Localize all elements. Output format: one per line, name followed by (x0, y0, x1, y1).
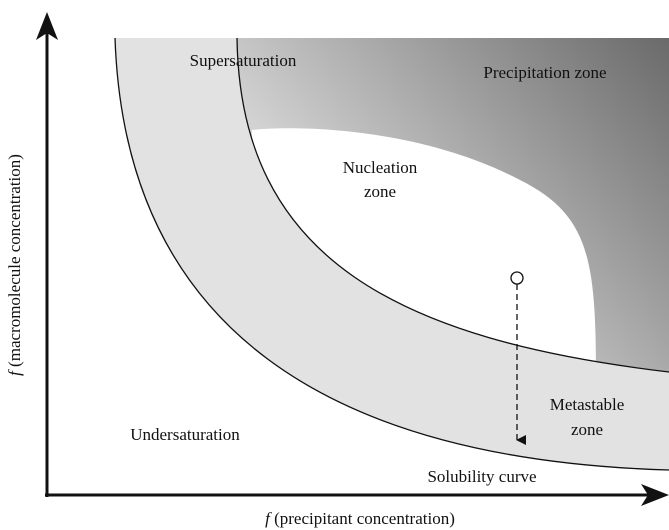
x-axis-label: f (precipitant concentration) (265, 509, 455, 528)
start-point (510, 271, 524, 285)
y-axis-text: (macromolecule concentration) (5, 154, 24, 367)
y-axis-symbol: f (5, 369, 24, 376)
undersaturation-label: Undersaturation (130, 425, 240, 444)
metastable-label: zone (571, 420, 603, 439)
nucleation-label: zone (364, 182, 396, 201)
metastable-label: Metastable (550, 395, 625, 414)
nucleation-label: Nucleation (343, 158, 418, 177)
y-axis-label: f (macromolecule concentration) (5, 154, 24, 376)
supersaturation-curve (236, 37, 669, 373)
x-axis-text: (precipitant concentration) (274, 509, 455, 528)
precipitation-label: Precipitation zone (483, 63, 606, 82)
x-axis-arrow (641, 484, 669, 506)
y-axis-arrow (36, 12, 58, 40)
supersaturation-label: Supersaturation (190, 51, 297, 70)
solubility-label: Solubility curve (427, 467, 536, 486)
x-axis-symbol: f (265, 509, 272, 528)
solubility-curve (114, 37, 669, 471)
